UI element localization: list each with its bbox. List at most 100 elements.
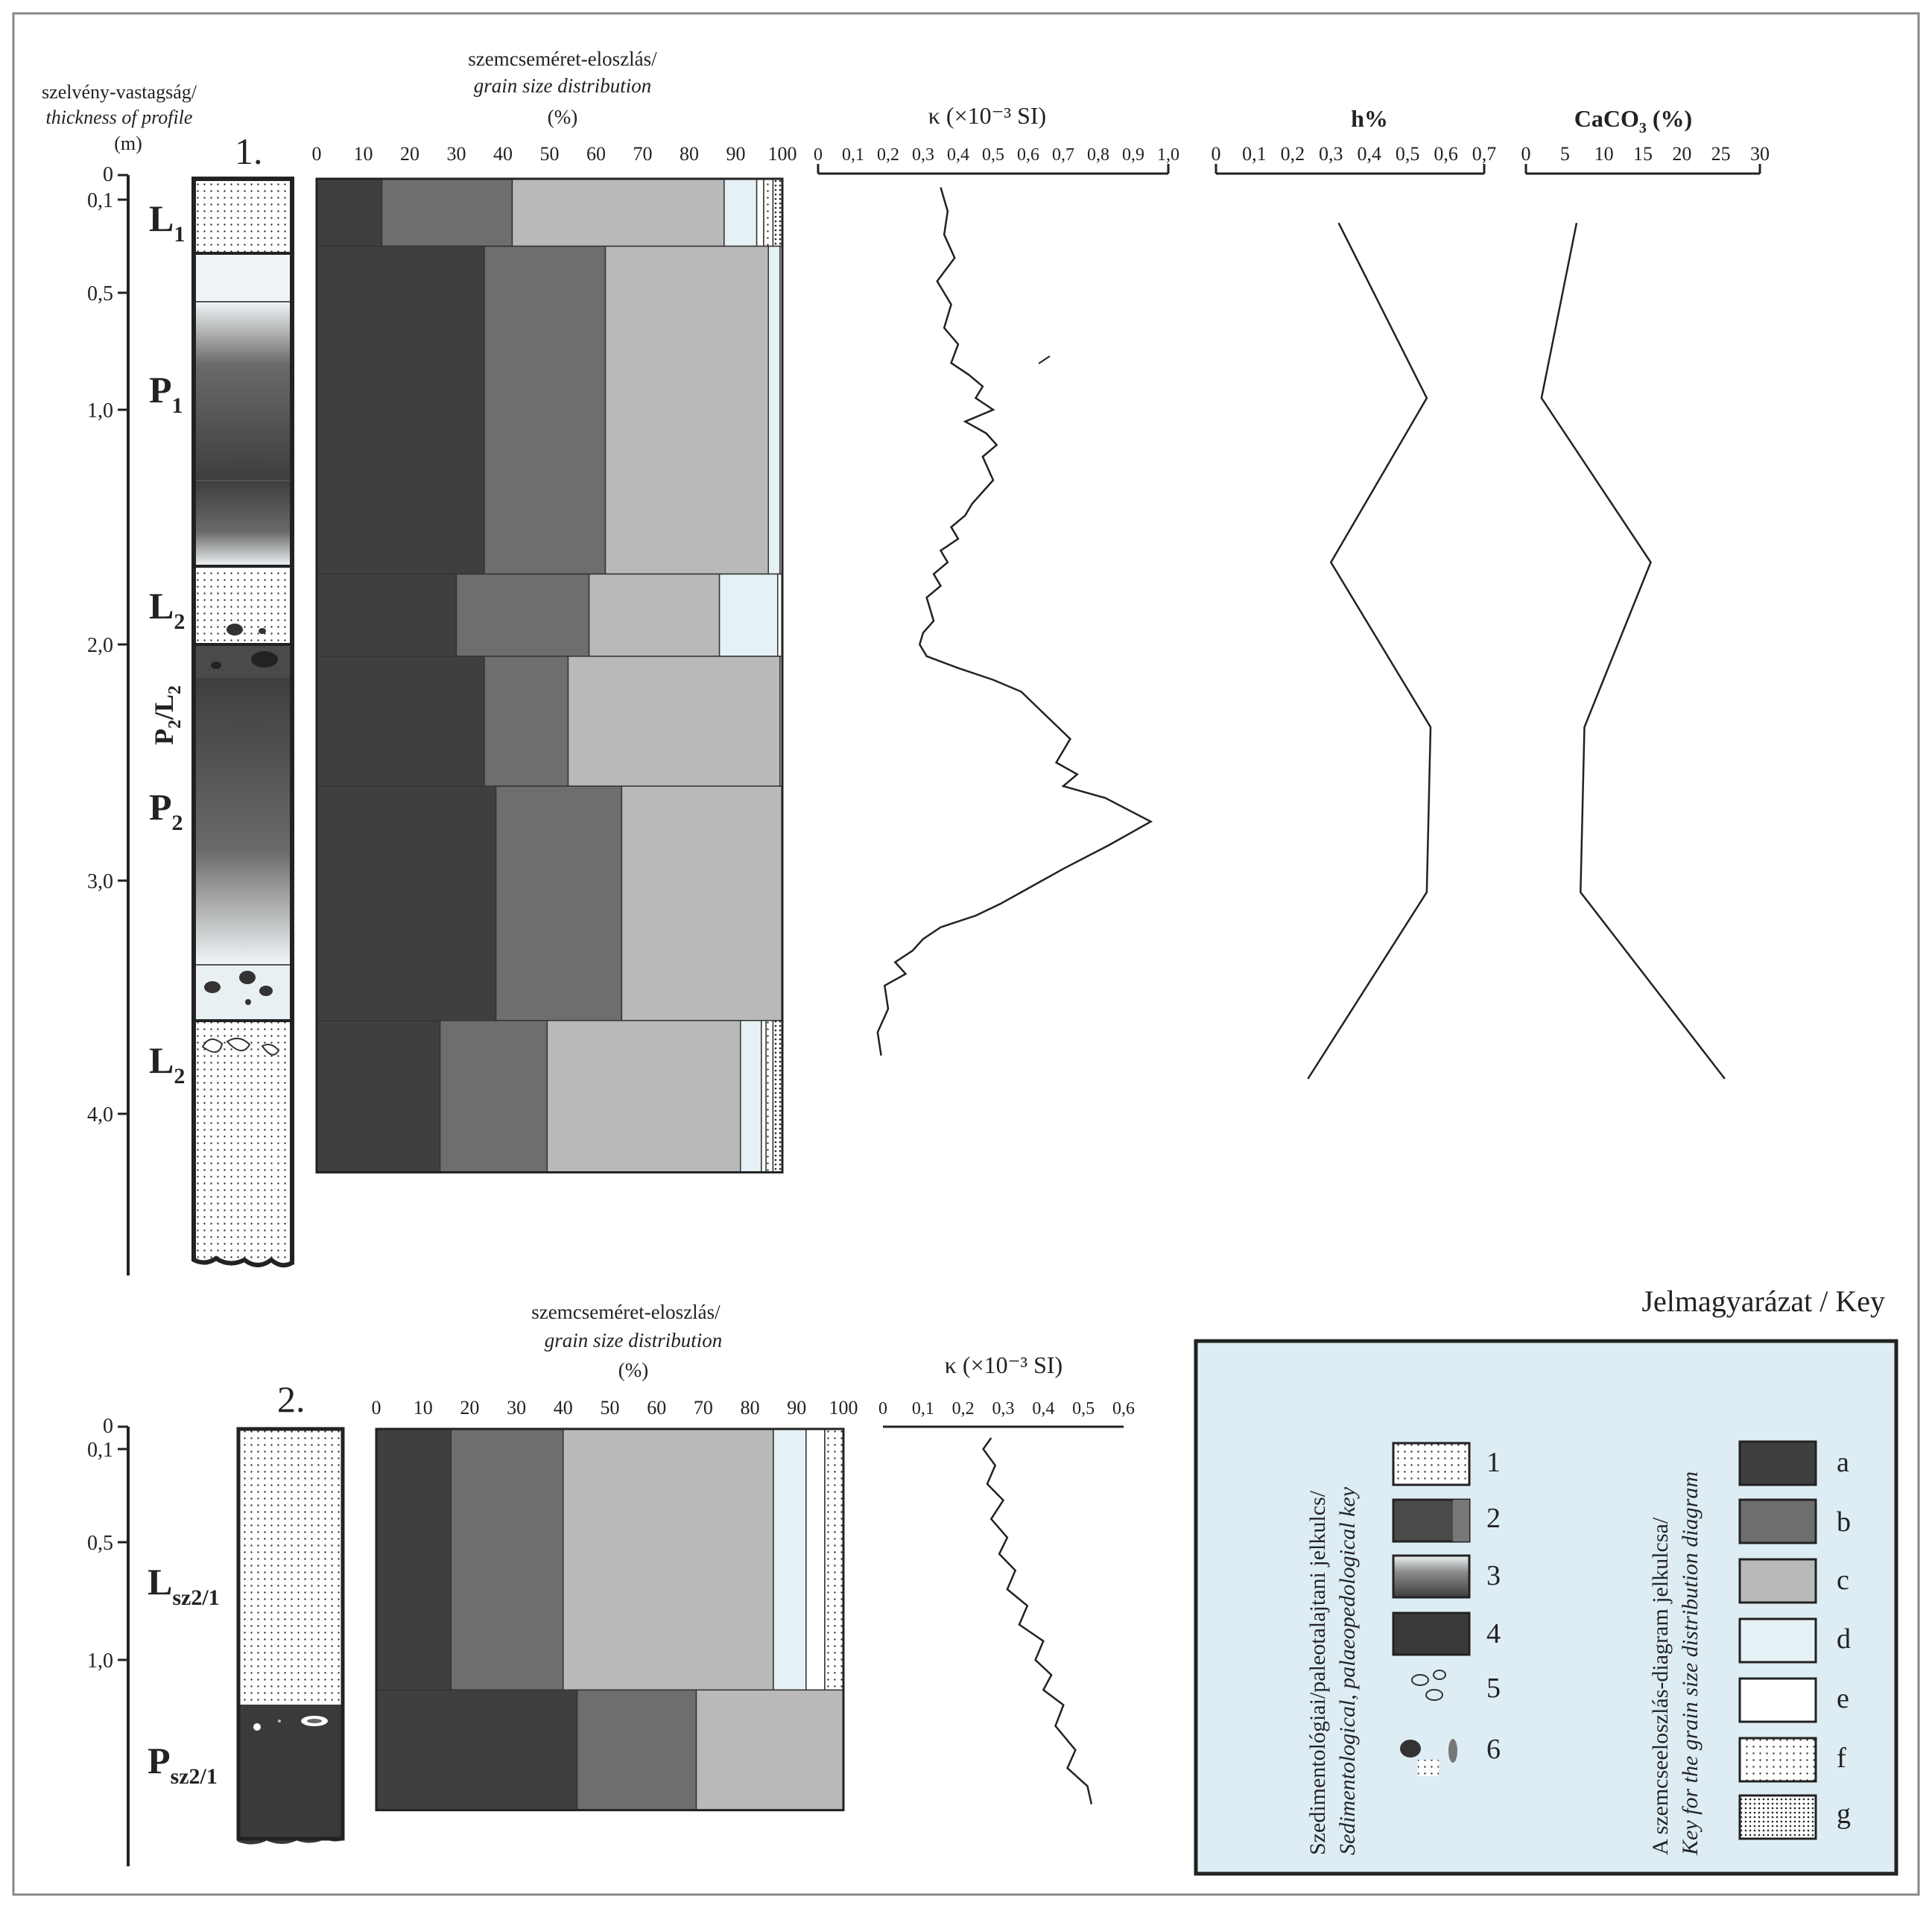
- grain1-tick-5: 50: [540, 143, 560, 165]
- kappa2-tick-0: 0: [878, 1399, 887, 1419]
- grain1-bars: [315, 177, 784, 1174]
- profile1-grain-bar-2-b: [455, 573, 590, 657]
- profile1-grain-bar-3-a: [316, 656, 485, 787]
- profile1-kappa-chart: κ (×10⁻³ SI) 0 0,1 0,2 0,3 0,4 0,5 0,6 0,7 0,8 0,…: [814, 102, 1179, 1056]
- kappa2-tick-5: 0,5: [1072, 1399, 1095, 1419]
- nodule: [253, 1723, 261, 1731]
- kappa1-tick-9: 0,9: [1122, 145, 1144, 165]
- profile1-grain-bar-1-d: [767, 245, 781, 575]
- key-label-4: 4: [1486, 1618, 1501, 1649]
- humus-tick-3: 0,3: [1319, 143, 1343, 165]
- grain1-tick-0: 0: [312, 143, 322, 165]
- profile1-grain-chart: szemcseméret-eloszlás/ grain size distri…: [312, 48, 797, 1174]
- grain2-bars: [375, 1427, 845, 1812]
- kappa2-tick-6: 0,6: [1112, 1399, 1135, 1419]
- svg-text:2,0: 2,0: [87, 634, 113, 657]
- profile2-grain-chart: szemcseméret-eloszlás/ grain size distri…: [372, 1301, 858, 1812]
- humus-tick-5: 0,5: [1396, 143, 1420, 165]
- profile2-grain-bar-0-b: [450, 1428, 564, 1691]
- profile1-depth-axis: 0 0,1 0,5 1,0 2,0 3,0 4,0: [87, 163, 130, 1275]
- humus-series-line: [1307, 222, 1432, 1080]
- caco3-tick-0: 0: [1521, 143, 1531, 165]
- key-swatch-5: [1411, 1670, 1446, 1701]
- kappa1-tick-10: 1,0: [1157, 145, 1179, 165]
- key-label-5: 5: [1486, 1673, 1501, 1704]
- key-label-g: g: [1837, 1798, 1851, 1830]
- profile1-grain-bar-5-c: [546, 1020, 741, 1173]
- grain1-tick-8: 80: [680, 143, 699, 165]
- kappa1-tick-labels: 0 0,1 0,2 0,3 0,4 0,5 0,6 0,7 0,8 0,9 1,0: [814, 145, 1179, 165]
- grain1-title-en: grain size distribution: [474, 75, 652, 97]
- humus-tick-1: 0,1: [1242, 143, 1267, 165]
- nodule: [251, 651, 278, 668]
- kappa1-tick-5: 0,5: [982, 145, 1004, 165]
- key-swatch-e: [1738, 1677, 1817, 1723]
- grain2-tick-7: 70: [694, 1397, 713, 1419]
- depth2-tick-0-5: 0,5: [87, 1532, 128, 1555]
- grain1-tick-10: 100: [768, 143, 797, 165]
- column-P1-upper-light: [194, 253, 292, 302]
- profile2-grain-bar-0-c: [563, 1428, 774, 1691]
- kappa1-tick-0: 0: [814, 145, 823, 165]
- profile1-grain-bar-0-d: [723, 178, 758, 247]
- grain2-unit: (%): [618, 1359, 648, 1381]
- key-label-f: f: [1837, 1743, 1846, 1774]
- svg-text:1,0: 1,0: [87, 399, 113, 422]
- profile2-kappa-chart: κ (×10⁻³ SI) 0 0,1 0,2 0,3 0,4 0,5 0,6: [878, 1351, 1135, 1804]
- profile1-grain-bar-2-d: [718, 573, 779, 657]
- key-swatch-1: [1392, 1442, 1471, 1486]
- depth-tick-3-0: 3,0: [87, 870, 128, 893]
- profile2-grain-frame: [375, 1427, 845, 1812]
- profile1-grain-bar-0-a: [316, 178, 383, 247]
- grain2-title-en: grain size distribution: [545, 1329, 723, 1351]
- profile1-grain-bar-0-f: [763, 178, 774, 247]
- humus-tick-labels: 0 0,1 0,2 0,3 0,4 0,5 0,6 0,7: [1212, 143, 1497, 165]
- key-swatch-2-accent: [1453, 1500, 1469, 1541]
- grain1-tick-2: 20: [400, 143, 419, 165]
- profile1-grain-bar-5-a: [316, 1020, 441, 1173]
- nodule: [204, 981, 221, 993]
- profile1-grain-bar-4-c: [621, 785, 783, 1021]
- key-title: Jelmagyarázat / Key: [1641, 1284, 1885, 1318]
- profile1-grain-bar-5-d: [740, 1020, 762, 1173]
- key-label-c: c: [1837, 1565, 1849, 1596]
- svg-text:0: 0: [103, 163, 113, 186]
- profile1-column: [191, 177, 294, 1268]
- profile2-depth-axis: 0 0,1 0,5 1,0: [87, 1415, 130, 1866]
- grain2-tick-5: 50: [601, 1397, 620, 1419]
- profile2-grain-bar-0-a: [376, 1428, 452, 1691]
- caco3-tick-1: 5: [1560, 143, 1570, 165]
- grain2-tick-4: 40: [554, 1397, 573, 1419]
- grain2-tick-0: 0: [372, 1397, 381, 1419]
- key-swatch-g: [1738, 1794, 1817, 1840]
- humus-tick-0: 0: [1212, 143, 1221, 165]
- grain1-tick-3: 30: [447, 143, 466, 165]
- column-L2-loess: [194, 566, 292, 644]
- humus-title: h%: [1351, 105, 1388, 132]
- thickness-unit: (m): [114, 133, 142, 154]
- profile1-grain-bar-0-g: [772, 178, 783, 247]
- kappa1-title: κ (×10⁻³ SI): [928, 102, 1046, 129]
- profile2-grain-bar-1-b: [576, 1689, 697, 1811]
- profile1-caco3-chart: CaCO3 (%) 0 5 10 15 20 25 30: [1521, 105, 1770, 1080]
- nodule: [307, 1719, 322, 1723]
- grain1-tick-labels: 0 10 20 30 40 50 60 70 80 90 100: [312, 143, 797, 165]
- profile2-grain-bar-0-f: [824, 1428, 844, 1691]
- key-swatch-a: [1738, 1440, 1817, 1486]
- profile1-layer-P2: P2: [149, 786, 183, 835]
- key-swatch-f: [1738, 1737, 1817, 1783]
- depth2-tick-0: 0: [103, 1415, 128, 1438]
- key-swatch-c: [1738, 1558, 1817, 1604]
- kappa2-series-line: [982, 1437, 1093, 1804]
- svg-text:0,5: 0,5: [87, 1532, 113, 1555]
- profile1-grain-bar-2-a: [316, 573, 457, 657]
- key-label-b: b: [1837, 1506, 1851, 1538]
- humus-tick-6: 0,6: [1434, 143, 1458, 165]
- grain2-title-hu: szemcseméret-eloszlás/: [531, 1301, 720, 1323]
- kappa1-tick-6: 0,6: [1017, 145, 1039, 165]
- grain1-tick-1: 10: [354, 143, 373, 165]
- kappa1-tick-4: 0,4: [947, 145, 969, 165]
- profile1-grain-bar-5-g: [772, 1020, 783, 1173]
- depth-tick-1-0: 1,0: [87, 399, 128, 422]
- profile2-layer-Psz: Psz2/1: [148, 1740, 218, 1789]
